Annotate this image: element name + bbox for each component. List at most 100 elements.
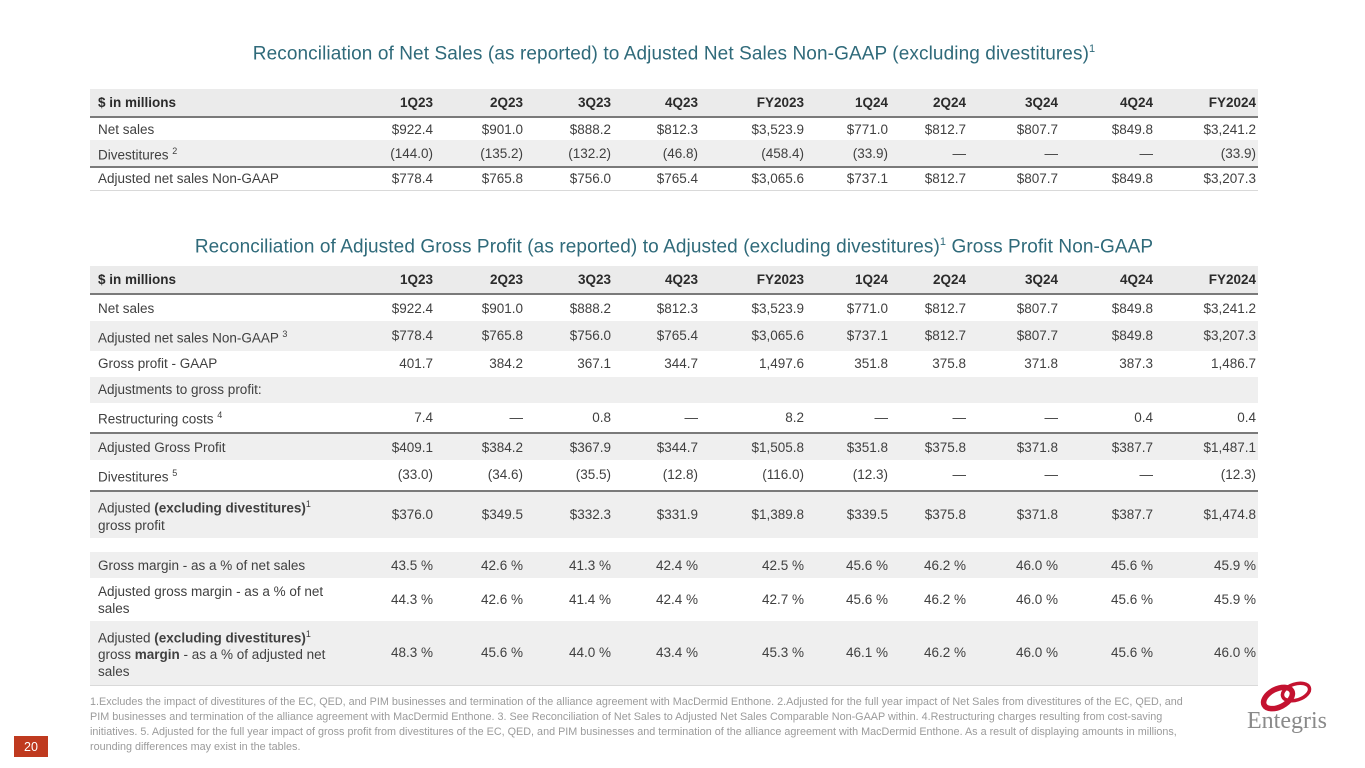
cell-value: $922.4 xyxy=(391,121,433,137)
table-row: Divestitures 5 (33.0) (34.6) (35.5) (12.8) (1… xyxy=(90,460,1258,491)
cell-value: (35.5) xyxy=(575,467,611,483)
cell-value: — xyxy=(874,409,889,425)
row-label: Adjustments to gross profit: xyxy=(98,382,262,398)
cell-value: 45.6 % xyxy=(845,592,888,608)
cell-value: $771.0 xyxy=(846,300,888,316)
cell-value xyxy=(613,377,700,403)
cell-value: $901.0 xyxy=(481,300,523,316)
cell-value: $1,389.8 xyxy=(751,507,804,523)
cell-value: — xyxy=(1139,145,1154,161)
cell-value: $3,207.3 xyxy=(1203,328,1256,344)
cell-value: (12.3) xyxy=(852,467,888,483)
cell-value: 46.2 % xyxy=(923,592,966,608)
cell-value: $3,523.9 xyxy=(751,300,804,316)
column-header: 1Q23 xyxy=(399,95,433,111)
cell-value: $1,474.8 xyxy=(1203,507,1256,523)
cell-value: (458.4) xyxy=(761,145,804,161)
cell-value: (46.8) xyxy=(662,145,698,161)
entegris-rings-icon xyxy=(1260,681,1312,712)
cell-value xyxy=(435,377,525,403)
column-header: 4Q24 xyxy=(1119,272,1153,288)
table-row: Adjusted Gross Profit $409.1 $384.2 $367.9 $… xyxy=(90,433,1258,461)
cell-value: 46.1 % xyxy=(845,645,888,661)
cell-value: — xyxy=(1139,467,1154,483)
row-label: Gross profit - GAAP xyxy=(98,356,218,372)
column-header: 3Q23 xyxy=(577,95,611,111)
cell-value: $812.3 xyxy=(656,121,698,137)
row-label: Gross margin - as a % of net sales xyxy=(98,557,306,573)
table-row: Net sales $922.4 $901.0 $888.2 $812.3 $3,523.… xyxy=(90,294,1258,321)
cell-value: (135.2) xyxy=(480,145,523,161)
table-header-row: $ in millions 1Q23 2Q23 3Q23 4Q23 FY2023 1Q24 2… xyxy=(90,89,1258,118)
cell-value: $375.8 xyxy=(924,439,966,455)
cell-value: 45.6 % xyxy=(845,557,888,573)
cell-value: $849.8 xyxy=(1111,171,1153,187)
page-number-badge: 20 xyxy=(14,736,48,757)
gross-profit-table-title: Reconciliation of Adjusted Gross Profit … xyxy=(90,230,1258,259)
cell-value xyxy=(890,377,968,403)
cell-value: $922.4 xyxy=(391,300,433,316)
cell-value: 46.0 % xyxy=(1015,557,1058,573)
cell-value: (12.3) xyxy=(1220,467,1256,483)
cell-value: $332.3 xyxy=(569,507,611,523)
cell-value: — xyxy=(952,145,967,161)
column-header: FY2023 xyxy=(756,272,804,288)
cell-value: $737.1 xyxy=(846,171,888,187)
cell-value: $888.2 xyxy=(569,121,611,137)
cell-value: $737.1 xyxy=(846,328,888,344)
footnotes: 1.Excludes the impact of divestitures of… xyxy=(90,695,1183,753)
cell-value xyxy=(342,377,435,403)
table-row: Adjusted (excluding divestitures)1 gross… xyxy=(90,621,1258,686)
table-header-row: $ in millions 1Q23 2Q23 3Q23 4Q23 FY2023 1Q24 2… xyxy=(90,266,1258,295)
cell-value: 45.6 % xyxy=(480,645,523,661)
cell-value: 344.7 xyxy=(664,356,698,372)
table-row: Divestitures 2 (144.0) (135.2) (132.2) (46.8… xyxy=(90,140,1258,167)
row-label: Divestitures 5 xyxy=(98,467,178,485)
title-text: Reconciliation of Adjusted Gross Profit … xyxy=(194,236,940,258)
cell-value: (33.9) xyxy=(852,145,888,161)
cell-value xyxy=(1155,377,1258,403)
column-header: 2Q24 xyxy=(932,95,966,111)
cell-value: 42.4 % xyxy=(655,557,698,573)
cell-value: $3,241.2 xyxy=(1203,121,1256,137)
cell-value: 387.3 xyxy=(1119,356,1153,372)
cell-value: (34.6) xyxy=(487,467,523,483)
table-row: Gross profit - GAAP 401.7 384.2 367.1 344.7 1… xyxy=(90,351,1258,377)
cell-value: $376.0 xyxy=(391,507,433,523)
cell-value: — xyxy=(1044,145,1059,161)
cell-value: (132.2) xyxy=(568,145,611,161)
title-superscript: 1 xyxy=(1089,43,1096,55)
cell-value: $351.8 xyxy=(846,439,888,455)
cell-value: $3,065.6 xyxy=(751,328,804,344)
cell-value: $807.7 xyxy=(1016,328,1058,344)
cell-value: $765.8 xyxy=(481,328,523,344)
cell-value: 43.4 % xyxy=(655,645,698,661)
cell-value: 371.8 xyxy=(1024,356,1058,372)
cell-value: 42.4 % xyxy=(655,592,698,608)
cell-value: $1,505.8 xyxy=(751,439,804,455)
cell-value: $371.8 xyxy=(1016,439,1058,455)
spacer-row xyxy=(90,538,1258,553)
entegris-logo: Entegris xyxy=(1240,678,1334,734)
cell-value: $812.3 xyxy=(656,300,698,316)
cell-value: 7.4 xyxy=(414,409,433,425)
row-label: Adjusted net sales Non-GAAP 3 xyxy=(98,328,288,346)
cell-value: 351.8 xyxy=(854,356,888,372)
cell-value: 46.2 % xyxy=(923,645,966,661)
cell-value: $349.5 xyxy=(481,507,523,523)
cell-value: — xyxy=(684,409,699,425)
cell-value: (33.9) xyxy=(1220,145,1256,161)
cell-value: $384.2 xyxy=(481,439,523,455)
cell-value: $765.4 xyxy=(656,328,698,344)
column-header: 2Q24 xyxy=(932,272,966,288)
cell-value: $849.8 xyxy=(1111,121,1153,137)
column-header: FY2023 xyxy=(756,95,804,111)
title-text: Reconciliation of Net Sales (as reported… xyxy=(252,43,1090,65)
cell-value: 45.3 % xyxy=(761,645,804,661)
cell-value: 45.6 % xyxy=(1110,557,1153,573)
cell-value: $812.7 xyxy=(924,171,966,187)
cell-value: $387.7 xyxy=(1111,507,1153,523)
cell-value: $812.7 xyxy=(924,300,966,316)
column-header: 2Q23 xyxy=(489,95,523,111)
cell-value: 46.0 % xyxy=(1213,645,1256,661)
